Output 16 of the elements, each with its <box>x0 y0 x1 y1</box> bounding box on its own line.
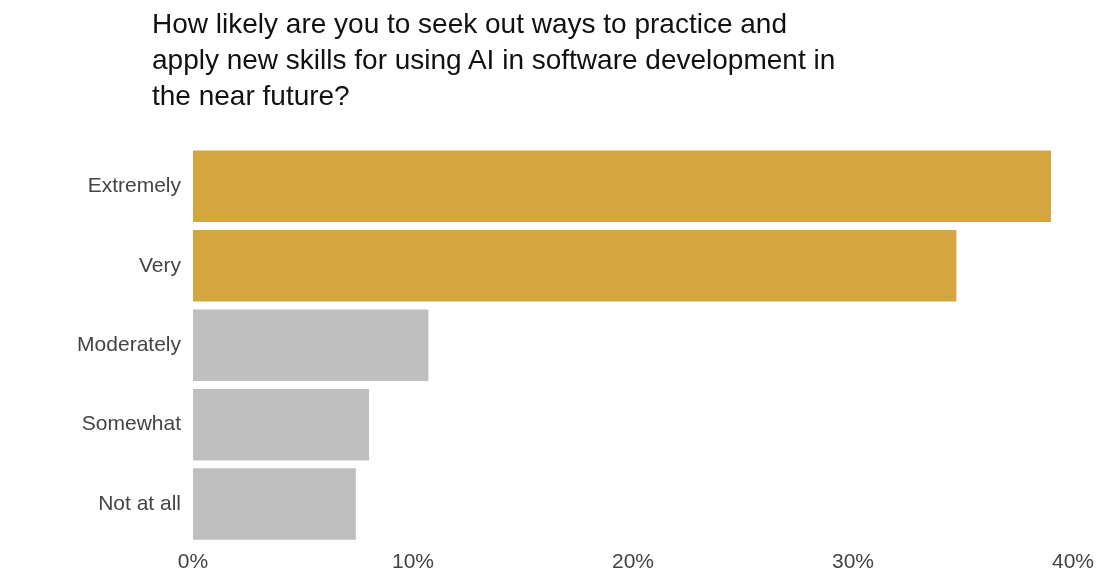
y-tick-label: Moderately <box>77 332 182 355</box>
bar <box>193 309 429 381</box>
y-tick-label: Very <box>138 252 182 276</box>
x-tick-label: 30% <box>831 549 875 573</box>
y-tick-label: Not at all <box>98 490 181 514</box>
bar <box>193 230 957 302</box>
bar <box>193 150 1051 223</box>
bar <box>193 388 369 461</box>
x-tick-label: 20% <box>611 549 655 573</box>
y-tick-label: Extremely <box>87 173 182 197</box>
x-tick-label: 40% <box>1051 549 1095 573</box>
x-tick-label: 10% <box>391 549 435 573</box>
chart-title: How likely are you to seek out ways to practice and apply new skills for using AI in software development in the near future? <box>152 7 837 113</box>
bar <box>193 468 356 540</box>
x-tick-label: 0% <box>177 549 209 573</box>
y-tick-label: Somewhat <box>81 411 182 435</box>
